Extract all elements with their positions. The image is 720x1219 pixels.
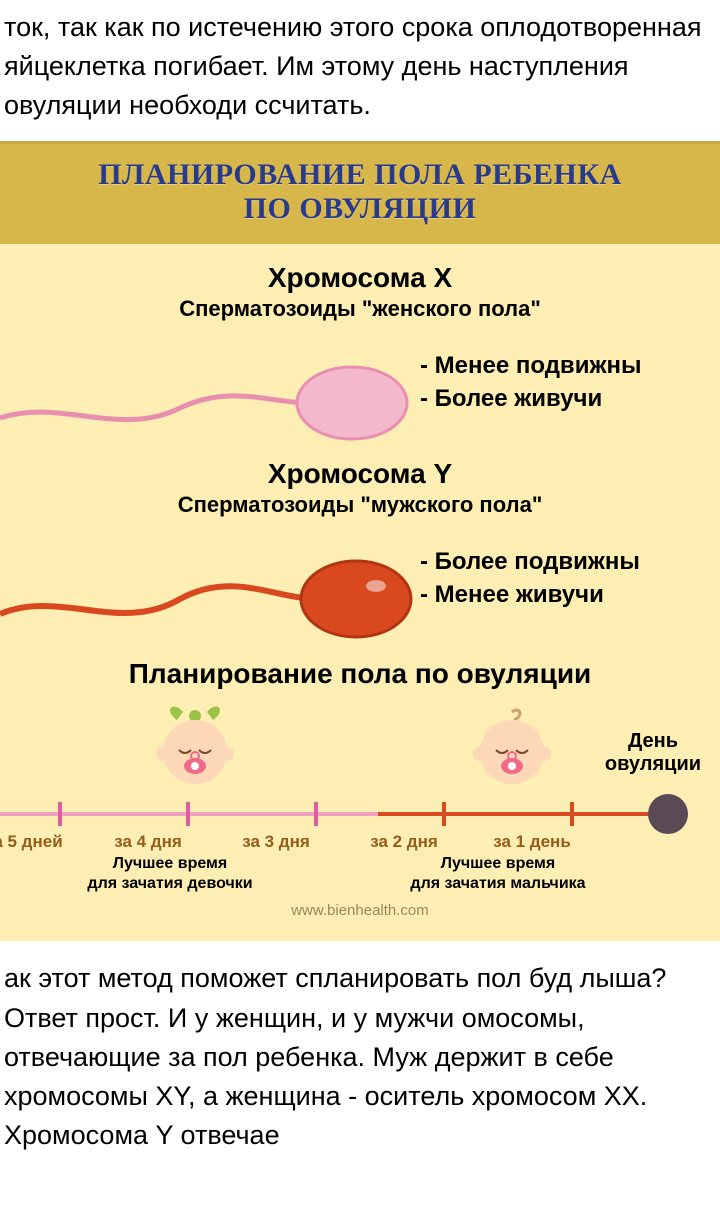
infographic-title-line2: ПО ОВУЛЯЦИИ	[10, 192, 710, 226]
timeline: День овуляции а 5 дней за 4 дня за	[0, 702, 720, 892]
chromosome-x-subtitle: Сперматозоиды "женского пола"	[0, 296, 720, 322]
chromosome-x-title: Хромосома X	[0, 262, 720, 294]
chromosome-y-title: Хромосома Y	[0, 458, 720, 490]
timeline-axis	[0, 800, 720, 830]
best-boy-l2: для зачатия мальчика	[398, 874, 598, 894]
source-url: www.bienhealth.com	[0, 892, 720, 927]
tick-3	[314, 802, 318, 826]
best-time-girl: Лучшее время для зачатия девочки	[70, 854, 270, 894]
infographic-title-bar: ПЛАНИРОВАНИЕ ПОЛА РЕБЕНКА ПО ОВУЛЯЦИИ	[0, 144, 720, 244]
chromosome-x-trait1: - Менее подвижны	[420, 350, 641, 382]
planning-title: Планирование пола по овуляции	[0, 658, 720, 690]
article-text-bottom: ак этот метод поможет спланировать пол б…	[0, 941, 720, 1155]
label-1day: за 1 день	[472, 832, 592, 852]
ovulation-dot	[648, 794, 688, 834]
best-girl-l2: для зачатия девочки	[70, 874, 270, 894]
chromosome-y-trait1: - Более подвижны	[420, 546, 640, 578]
infographic-body: Хромосома X Сперматозоиды "женского пола…	[0, 244, 720, 941]
best-girl-l1: Лучшее время	[70, 854, 270, 874]
ovulation-day-l1: День	[598, 730, 708, 753]
label-4days: за 4 дня	[88, 832, 208, 852]
chromosome-y-block: Хромосома Y Сперматозоиды "мужского пола…	[0, 458, 720, 644]
sperm-y-icon	[0, 534, 420, 644]
chromosome-y-row: - Более подвижны - Менее живучи	[0, 524, 720, 644]
chromosome-x-row: - Менее подвижны - Более живучи	[0, 328, 720, 448]
infographic: ПЛАНИРОВАНИЕ ПОЛА РЕБЕНКА ПО ОВУЛЯЦИИ Хр…	[0, 141, 720, 941]
infographic-title-line1: ПЛАНИРОВАНИЕ ПОЛА РЕБЕНКА	[10, 158, 710, 192]
chromosome-x-trait2: - Более живучи	[420, 383, 641, 415]
chromosome-x-traits: - Менее подвижны - Более живучи	[420, 350, 641, 415]
timeline-labels: а 5 дней за 4 дня за 3 дня за 2 дня за 1…	[0, 832, 720, 892]
sperm-x-icon	[0, 338, 420, 448]
best-boy-l1: Лучшее время	[398, 854, 598, 874]
tick-2	[442, 802, 446, 826]
timeline-boy-line	[378, 812, 660, 816]
baby-boy-icon	[472, 702, 552, 797]
label-2days: за 2 дня	[344, 832, 464, 852]
baby-girl-icon	[155, 702, 235, 797]
ovulation-day-label: День овуляции	[598, 730, 708, 776]
chromosome-y-traits: - Более подвижны - Менее живучи	[420, 546, 640, 611]
chromosome-y-trait2: - Менее живучи	[420, 579, 640, 611]
best-time-boy: Лучшее время для зачатия мальчика	[398, 854, 598, 894]
article-text-top: ток, так как по истечению этого срока оп…	[0, 0, 720, 141]
ovulation-day-l2: овуляции	[598, 753, 708, 776]
tick-1	[570, 802, 574, 826]
chromosome-x-block: Хромосома X Сперматозоиды "женского пола…	[0, 262, 720, 448]
chromosome-y-subtitle: Сперматозоиды "мужского пола"	[0, 492, 720, 518]
tick-5	[58, 802, 62, 826]
label-3days: за 3 дня	[216, 832, 336, 852]
tick-4	[186, 802, 190, 826]
label-5days: а 5 дней	[0, 832, 68, 852]
